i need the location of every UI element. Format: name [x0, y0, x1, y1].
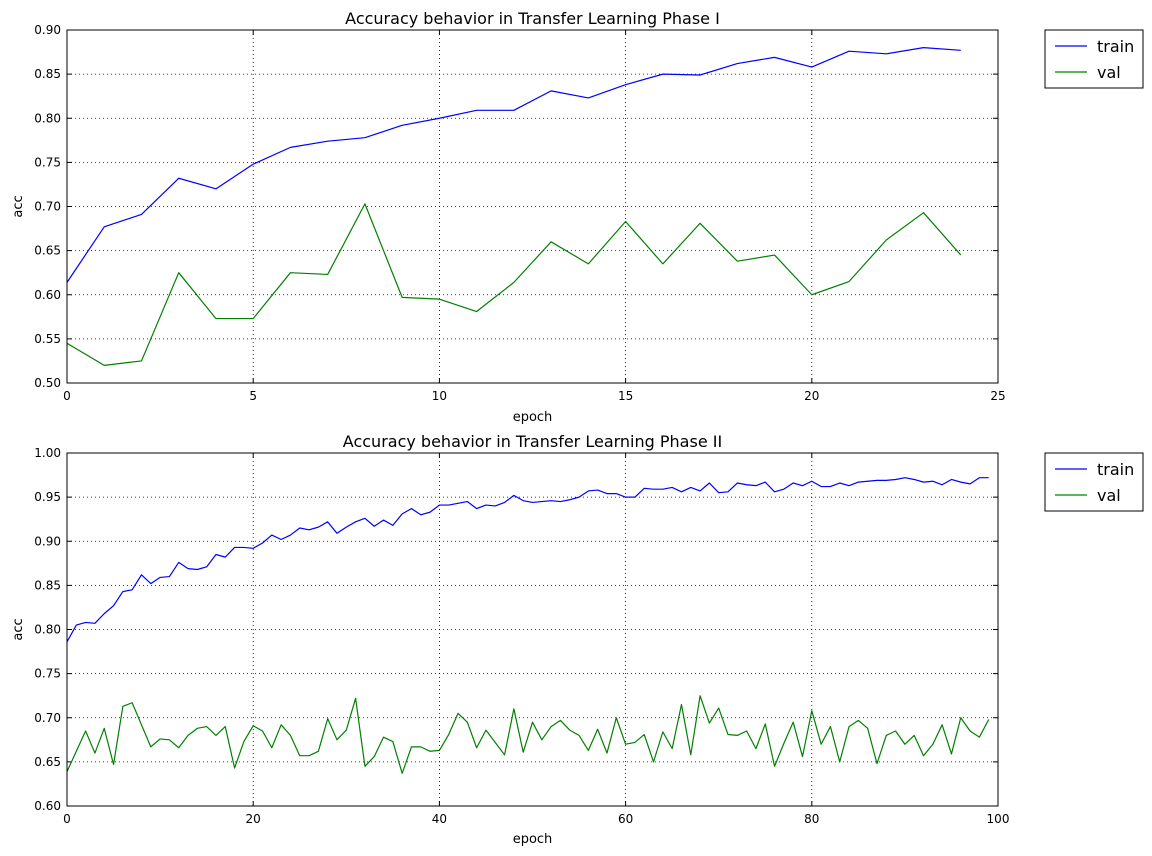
legend-box [1044, 452, 1144, 512]
x-tick-label: 100 [987, 812, 1010, 826]
x-tick-label: 80 [804, 812, 819, 826]
phase-1-subplot: 0 5 10 15 20 25 0.50 0.55 0.60 0.65 0.70 0.75 0.80 0.… [11, 9, 1144, 425]
y-tick-label: 0.75 [34, 155, 61, 169]
phase-2-subplot: 0 20 40 60 80 100 0.60 0.65 0.70 0.75 0.80 0.85 0.90… [11, 432, 1144, 847]
x-tick-label: 5 [249, 389, 257, 403]
chart-title: Accuracy behavior in Transfer Learning P… [345, 9, 720, 28]
x-tick-label: 20 [804, 389, 819, 403]
axes-frame [66, 29, 999, 384]
series-line-train [66, 477, 989, 643]
x-axis-label: epoch [513, 410, 553, 425]
x-tick-label: 10 [432, 389, 447, 403]
y-axis-label: acc [11, 195, 26, 217]
y-tick-label: 0.95 [34, 490, 61, 504]
legend-label-train: train [1097, 37, 1134, 56]
y-tick-label: 0.70 [34, 711, 61, 725]
y-tick-label: 0.80 [34, 623, 61, 637]
y-tick-label: 0.80 [34, 111, 61, 125]
x-tick-label: 60 [618, 812, 633, 826]
x-tick-label: 0 [63, 389, 71, 403]
x-tick-label: 15 [618, 389, 633, 403]
y-tick-label: 0.75 [34, 667, 61, 681]
y-tick-label: 0.85 [34, 578, 61, 592]
y-tick-label: 0.50 [34, 376, 61, 390]
y-tick-label: 0.90 [34, 534, 61, 548]
series-line-val [66, 695, 990, 774]
x-tick-label: 40 [432, 812, 447, 826]
legend: train val [1044, 29, 1144, 89]
y-tick-label: 0.60 [34, 288, 61, 302]
y-tick-label: 0.60 [34, 799, 61, 813]
y-tick-label: 0.65 [34, 755, 61, 769]
chart-title: Accuracy behavior in Transfer Learning P… [343, 432, 722, 451]
x-tick-label: 25 [990, 389, 1005, 403]
y-tick-label: 0.85 [34, 67, 61, 81]
x-tick-label: 20 [246, 812, 261, 826]
series-line-val [66, 203, 962, 366]
x-axis-label: epoch [513, 832, 553, 847]
axes-frame [66, 452, 999, 807]
y-axis-label: acc [11, 618, 26, 640]
y-tick-label: 0.65 [34, 244, 61, 258]
legend-label-train: train [1097, 460, 1134, 479]
y-tick-label: 1.00 [34, 446, 61, 460]
legend: train val [1044, 452, 1144, 512]
y-tick-label: 0.55 [34, 332, 61, 346]
legend-label-val: val [1097, 63, 1121, 82]
y-tick-label: 0.70 [34, 200, 61, 214]
y-tick-label: 0.90 [34, 23, 61, 37]
legend-label-val: val [1097, 486, 1121, 505]
x-tick-label: 0 [63, 812, 71, 826]
series-line-train [66, 47, 961, 283]
legend-box [1044, 29, 1144, 89]
